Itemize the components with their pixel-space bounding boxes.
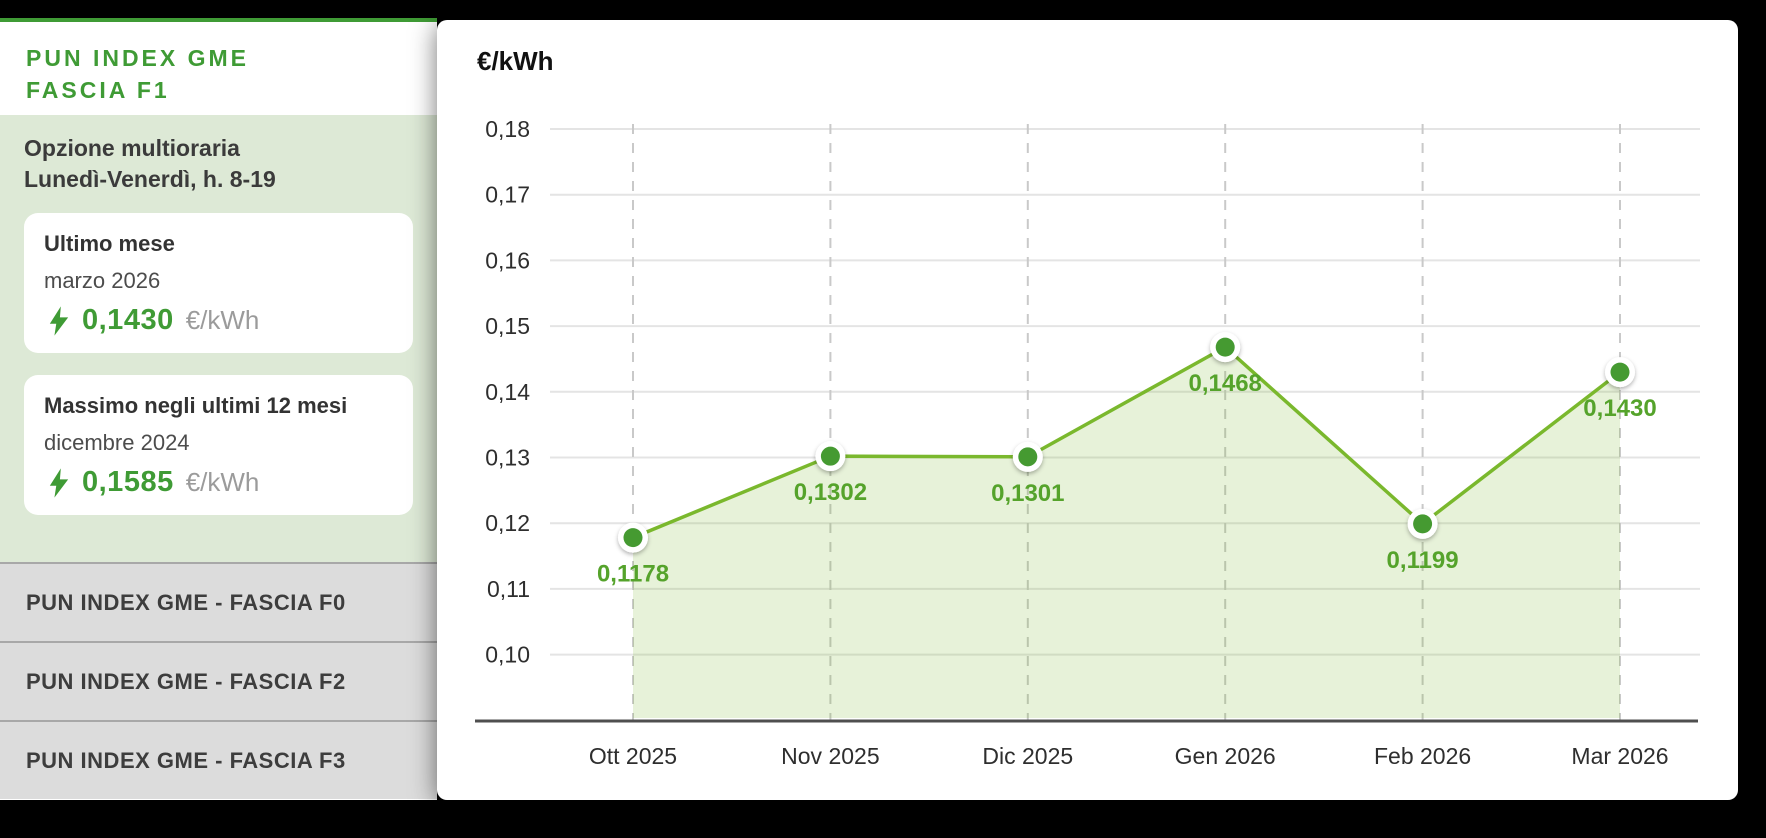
max-12-months-card: Massimo negli ultimi 12 mesi dicembre 20… [24,375,413,515]
max-12-months-value-row: 0,1585 €/kWh [44,466,393,499]
latest-month-unit: €/kWh [185,305,260,335]
sidebar-header: PUN INDEX GME FASCIA F1 [0,22,437,115]
tab-fascia-f2[interactable]: PUN INDEX GME - FASCIA F2 [0,641,437,720]
data-point [1413,514,1433,534]
latest-month-heading: Ultimo mese [44,231,175,256]
sidebar-summary-section: Opzione multioraria Lunedì-Venerdì, h. 8… [0,115,437,562]
x-tick-label: Dic 2025 [982,743,1073,769]
lightning-icon [49,467,69,498]
y-tick-label: 0,13 [485,445,530,471]
panel-title: PUN INDEX GME FASCIA F1 [26,42,411,106]
chart-card: €/kWh 0,18 0,17 0,16 0,15 0,14 0,13 0,12 0,11 0,… [437,20,1738,800]
sidebar: PUN INDEX GME FASCIA F1 Opzione multiora… [0,18,437,800]
data-point-label: 0,1302 [794,479,867,506]
x-tick-label: Mar 2026 [1571,743,1668,769]
latest-month-period: marzo 2026 [44,268,161,293]
latest-month-card: Ultimo mese marzo 2026 0,1430 €/kWh [24,213,413,353]
data-point-label: 0,1468 [1188,370,1261,397]
latest-month-value: 0,1430 [82,304,174,336]
data-point-label: 0,1301 [991,480,1064,507]
max-12-months-period: dicembre 2024 [44,430,190,455]
latest-month-value-row: 0,1430 €/kWh [44,304,393,337]
data-point [1215,337,1235,357]
x-tick-label: Ott 2025 [589,743,677,769]
tab-fascia-f0[interactable]: PUN INDEX GME - FASCIA F0 [0,562,437,641]
y-tick-label: 0,12 [485,510,530,536]
y-tick-label: 0,11 [487,576,530,602]
panel-title-line1: PUN INDEX GME [26,45,250,71]
option-subtitle: Opzione multioraria Lunedì-Venerdì, h. 8… [24,133,413,195]
price-chart: 0,18 0,17 0,16 0,15 0,14 0,13 0,12 0,11 0,10 0,11… [475,116,1700,769]
option-subtitle-line1: Opzione multioraria [24,135,240,161]
data-point-label: 0,1430 [1583,395,1656,422]
max-12-months-heading: Massimo negli ultimi 12 mesi [44,393,348,418]
x-tick-label: Nov 2025 [781,743,879,769]
data-point [820,446,840,466]
x-tick-label: Gen 2026 [1175,743,1276,769]
tab-fascia-f3[interactable]: PUN INDEX GME - FASCIA F3 [0,720,437,799]
fascia-tab-list: PUN INDEX GME - FASCIA F0 PUN INDEX GME … [0,562,437,799]
y-tick-label: 0,15 [485,313,530,339]
y-tick-label: 0,18 [485,116,530,142]
data-point [623,528,643,548]
y-tick-label: 0,14 [485,379,530,405]
series-line [632,345,1622,540]
panel-title-line2: FASCIA F1 [26,77,170,103]
y-tick-label: 0,16 [485,247,530,273]
y-tick-label: 0,17 [485,182,530,208]
lightning-icon [49,305,69,336]
x-tick-label: Feb 2026 [1374,743,1471,769]
y-tick-label: 0,10 [485,642,530,668]
max-12-months-unit: €/kWh [185,467,260,497]
chart-unit-title: €/kWh [477,46,554,76]
max-12-months-value: 0,1585 [82,466,174,498]
data-point-label: 0,1199 [1387,547,1459,574]
data-point-label: 0,1178 [597,561,669,588]
area-fill [633,347,1620,718]
option-subtitle-line2: Lunedì-Venerdì, h. 8-19 [24,166,276,192]
data-point [1610,362,1630,382]
data-point [1018,447,1038,467]
